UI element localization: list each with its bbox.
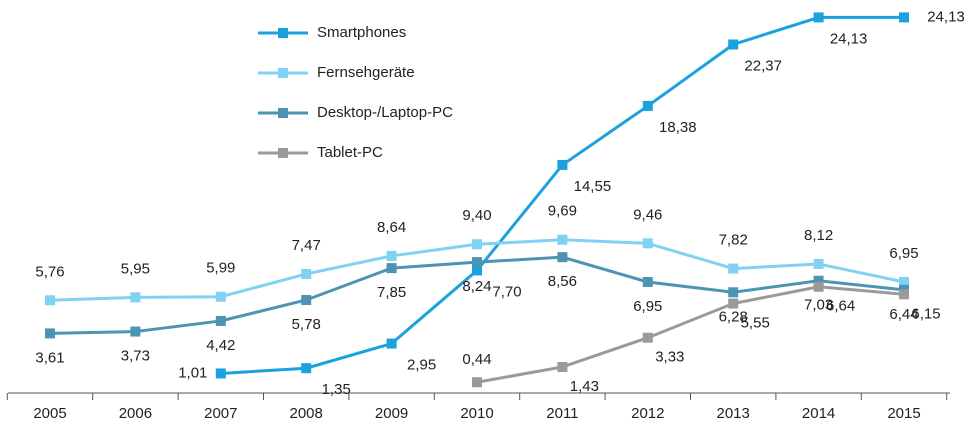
- legend-label: Smartphones: [317, 24, 406, 41]
- value-label: 7,70: [492, 283, 521, 300]
- series-line: [476, 285, 905, 384]
- value-label: 7,82: [719, 232, 748, 249]
- x-tick-label: 2006: [119, 405, 152, 422]
- value-label: 7,85: [377, 284, 406, 301]
- x-tick-label: 2009: [375, 405, 408, 422]
- marker: [813, 275, 824, 286]
- marker: [899, 289, 909, 300]
- marker: [557, 234, 568, 245]
- value-label: 3,73: [121, 348, 150, 365]
- value-label: 6,15: [911, 305, 940, 322]
- marker: [472, 257, 482, 268]
- marker: [472, 377, 482, 388]
- value-label: 6,95: [889, 245, 918, 262]
- value-label: 6,44: [889, 306, 918, 323]
- marker: [130, 326, 141, 337]
- marker: [728, 263, 739, 274]
- value-label: 8,12: [804, 227, 833, 244]
- value-label: 5,95: [121, 260, 150, 277]
- value-label: 9,40: [462, 207, 491, 224]
- marker: [215, 315, 226, 326]
- marker: [557, 159, 568, 170]
- value-label: 7,03: [804, 297, 833, 314]
- value-label: 14,55: [574, 178, 612, 195]
- value-label: 9,69: [548, 203, 577, 220]
- marker: [642, 100, 653, 111]
- value-label: 4,42: [206, 337, 235, 354]
- value-label: 8,24: [462, 278, 491, 295]
- marker: [557, 252, 568, 263]
- marker: [642, 238, 653, 249]
- marker: [215, 368, 226, 379]
- marker: [899, 12, 909, 23]
- marker: [130, 292, 141, 303]
- marker: [728, 287, 739, 298]
- value-label: 5,55: [741, 314, 770, 331]
- x-tick-label: 2005: [33, 405, 66, 422]
- legend-label: Desktop-/Laptop-PC: [317, 104, 453, 121]
- marker: [557, 361, 568, 372]
- value-label: 3,61: [35, 349, 64, 366]
- marker: [642, 332, 653, 343]
- legend-marker: [278, 148, 288, 158]
- value-label: 18,38: [659, 119, 697, 136]
- value-label: 24,13: [927, 8, 965, 25]
- marker: [301, 294, 312, 305]
- marker: [45, 295, 55, 306]
- value-label: 0,44: [462, 351, 491, 368]
- legend-label: Tablet-PC: [317, 144, 383, 161]
- marker: [813, 281, 824, 292]
- value-label: 9,46: [633, 206, 662, 223]
- x-tick-label: 2012: [631, 405, 664, 422]
- value-label: 5,99: [206, 260, 235, 277]
- value-label: 8,56: [548, 273, 577, 290]
- value-label: 5,76: [35, 263, 64, 280]
- marker: [642, 276, 653, 287]
- x-tick-label: 2011: [546, 405, 578, 422]
- value-label: 5,78: [292, 316, 321, 333]
- x-tick-label: 2014: [802, 405, 835, 422]
- marker: [728, 298, 739, 309]
- marker: [386, 250, 397, 261]
- x-tick-label: 2015: [887, 405, 920, 422]
- marker: [813, 12, 824, 23]
- marker: [472, 239, 482, 250]
- value-label: 1,01: [178, 364, 207, 381]
- legend-marker: [278, 28, 288, 38]
- marker: [899, 276, 909, 287]
- value-label: 6,95: [633, 298, 662, 315]
- marker: [813, 258, 824, 269]
- x-tick-label: 2007: [204, 405, 237, 422]
- marker: [728, 39, 739, 50]
- marker: [386, 338, 397, 349]
- value-label: 24,13: [830, 30, 868, 47]
- marker: [301, 268, 312, 279]
- marker: [472, 265, 482, 276]
- legend-label: Fernsehgeräte: [317, 64, 415, 81]
- x-tick-label: 2008: [290, 405, 323, 422]
- marker: [215, 291, 226, 302]
- marker: [301, 363, 312, 374]
- value-label: 1,43: [570, 378, 599, 395]
- value-label: 8,64: [377, 219, 406, 236]
- value-label: 22,37: [744, 57, 782, 74]
- value-label: 6,28: [719, 308, 748, 325]
- value-label: 3,33: [655, 349, 684, 366]
- x-tick-label: 2010: [460, 405, 493, 422]
- marker: [386, 263, 397, 274]
- x-tick-label: 2013: [717, 405, 750, 422]
- marker: [45, 328, 55, 339]
- legend-marker: [278, 108, 288, 118]
- value-label: 6,64: [826, 298, 855, 315]
- value-label: 1,35: [322, 381, 351, 398]
- value-label: 2,95: [407, 357, 436, 374]
- legend-marker: [278, 68, 288, 78]
- value-label: 7,47: [292, 237, 321, 254]
